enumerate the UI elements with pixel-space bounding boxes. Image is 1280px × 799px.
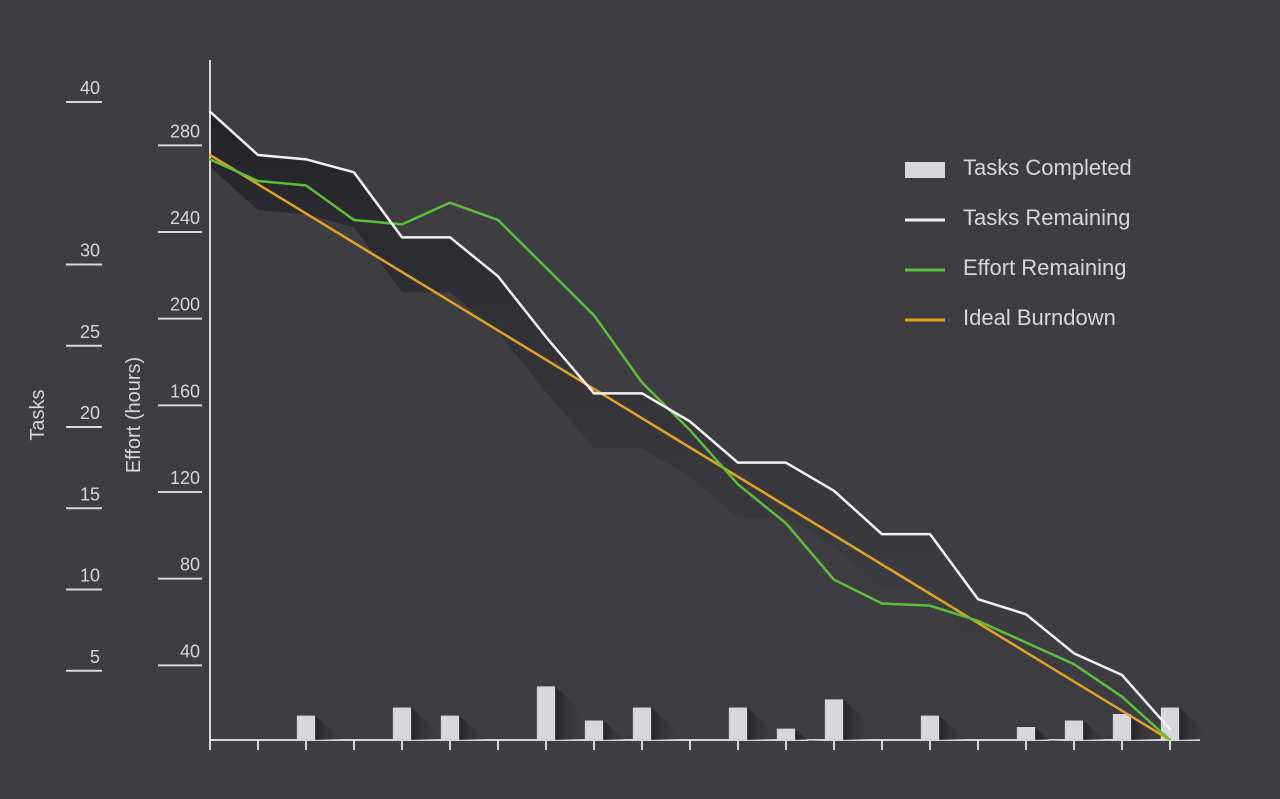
bar [297, 716, 315, 740]
bar [1113, 714, 1131, 740]
bar [393, 708, 411, 741]
legend-label: Effort Remaining [963, 255, 1126, 280]
bar [441, 716, 459, 740]
y1-axis-title: Tasks [27, 389, 49, 440]
svg-text:40: 40 [180, 641, 200, 661]
svg-text:30: 30 [80, 241, 100, 261]
bar [1017, 727, 1035, 740]
svg-text:280: 280 [170, 121, 200, 141]
bar [729, 708, 747, 741]
svg-text:10: 10 [80, 566, 100, 586]
legend-swatch-bar [905, 162, 945, 178]
y1-ticks: 5 10 15 20 25 30 40 [66, 78, 102, 671]
svg-text:120: 120 [170, 468, 200, 488]
legend-label: Ideal Burndown [963, 305, 1116, 330]
svg-text:15: 15 [80, 484, 100, 504]
bar [777, 729, 795, 740]
svg-text:40: 40 [80, 78, 100, 98]
svg-text:25: 25 [80, 322, 100, 342]
svg-text:20: 20 [80, 403, 100, 423]
bar [585, 721, 603, 741]
legend: Tasks Completed Tasks Remaining Effort Rem… [905, 155, 1132, 330]
svg-text:160: 160 [170, 381, 200, 401]
legend-label: Tasks Completed [963, 155, 1132, 180]
line-ideal-burndown [210, 155, 1170, 740]
svg-text:80: 80 [180, 555, 200, 575]
x-ticks [210, 740, 1170, 750]
y2-axis-title: Effort (hours) [123, 357, 145, 473]
svg-text:200: 200 [170, 295, 200, 315]
bar [633, 708, 651, 741]
y2-ticks: 40 80 120 160 200 240 280 [158, 121, 202, 665]
bar [537, 686, 555, 740]
burndown-chart: 5 10 15 20 25 30 40 40 80 120 160 200 240 280 Tasks … [0, 0, 1280, 799]
bar [921, 716, 939, 740]
svg-text:240: 240 [170, 208, 200, 228]
svg-text:5: 5 [90, 647, 100, 667]
bar [1065, 721, 1083, 741]
bar [825, 699, 843, 740]
legend-label: Tasks Remaining [963, 205, 1131, 230]
